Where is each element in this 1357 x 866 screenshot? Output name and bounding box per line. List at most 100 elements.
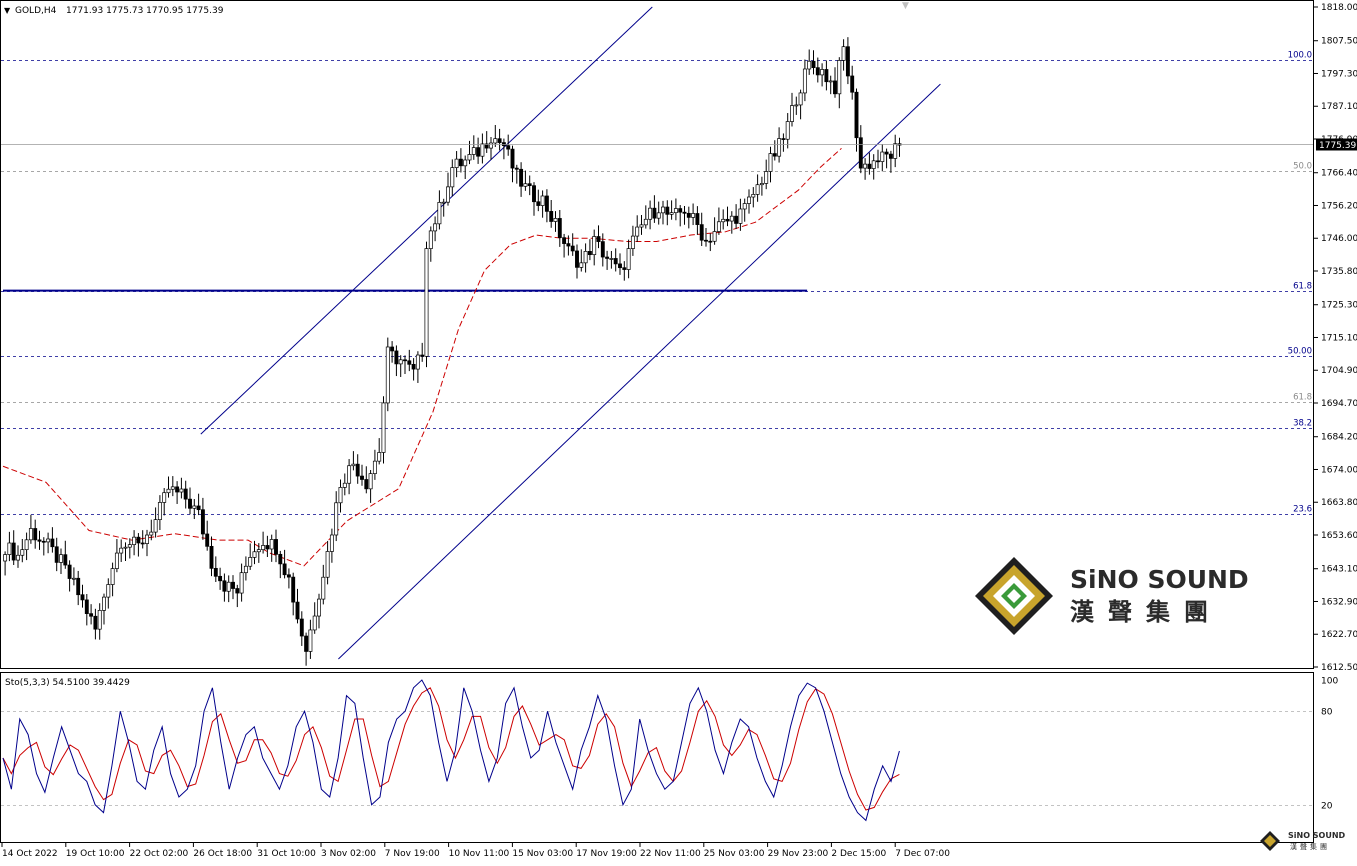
candle-body [377, 452, 382, 462]
price-tick-label: 1632.90 [1321, 597, 1357, 607]
candle-body [192, 505, 197, 509]
candle-body [403, 359, 407, 362]
candle-body [876, 160, 880, 163]
candle-body [596, 236, 601, 242]
candle-body [76, 577, 81, 596]
candle-body [123, 546, 128, 549]
time-tick-label: 26 Oct 18:00 [193, 849, 252, 859]
candle-body [110, 568, 115, 585]
candle-body [579, 262, 584, 268]
main-panel-frame [0, 0, 1314, 669]
candle-body [16, 554, 20, 561]
candlesticks [3, 37, 902, 666]
candle-body [446, 186, 450, 203]
time-tick-label: 10 Nov 11:00 [449, 849, 510, 859]
candle-body [372, 460, 377, 474]
candle-body [704, 239, 708, 242]
candle-body [828, 80, 833, 83]
candle-body [54, 546, 59, 563]
candle-body [102, 596, 106, 611]
candle-body [360, 475, 364, 480]
dropdown-arrow-icon[interactable]: ▼ [4, 6, 11, 15]
candle-body [841, 46, 846, 61]
candle-body [639, 224, 644, 228]
candle-body [231, 581, 235, 589]
time-tick-label: 31 Oct 10:00 [257, 849, 316, 859]
candle-body [20, 549, 25, 556]
current-price-box [1316, 138, 1357, 151]
candle-body [648, 207, 653, 220]
candle-body [136, 536, 141, 544]
stochastic-panel-frame [0, 672, 1314, 843]
candle-body [802, 68, 807, 94]
candle-body [850, 75, 855, 93]
candle-body [716, 221, 721, 232]
trend-channel[interactable] [200, 6, 941, 660]
fib-level-label: 23.6 [1293, 505, 1312, 515]
candle-body [755, 184, 760, 195]
channel-lower-line[interactable] [338, 83, 941, 660]
candle-body [218, 575, 223, 582]
candle-body [46, 538, 51, 543]
time-tick-label: 7 Nov 19:00 [385, 849, 440, 859]
moving-average [2, 147, 842, 567]
current-price-value: 1775.39 [1319, 141, 1356, 151]
candle-body [738, 208, 743, 224]
candle-body [553, 218, 558, 222]
candle-body [837, 60, 842, 95]
candle-body [467, 154, 472, 161]
ma-line [2, 147, 842, 567]
candle-body [785, 121, 790, 140]
scroll-marker-icon[interactable]: ▼ [902, 1, 909, 11]
time-tick-label: 25 Nov 03:00 [704, 849, 765, 859]
candle-body [609, 258, 614, 260]
candle-body [37, 539, 42, 542]
candle-body [790, 105, 794, 122]
price-tick-label: 1818.00 [1321, 3, 1357, 13]
candle-body [820, 69, 825, 76]
candle-body [480, 143, 485, 157]
candle-body [3, 554, 8, 562]
candle-body [635, 226, 640, 237]
candle-body [114, 552, 119, 569]
candle-body [50, 538, 55, 548]
candle-body [269, 539, 274, 550]
candle-body [764, 171, 769, 184]
candle-body [200, 509, 205, 535]
candle-body [751, 194, 756, 198]
candle-body [759, 183, 764, 186]
candle-body [97, 610, 102, 630]
candle-body [734, 215, 739, 224]
fib-level-label: 61.8 [1293, 282, 1312, 292]
candle-body [613, 258, 618, 265]
candle-body [127, 544, 132, 548]
candle-body [364, 479, 369, 490]
candle-body [489, 142, 493, 149]
candle-body [781, 138, 786, 140]
candle-body [179, 488, 184, 493]
candle-body [884, 151, 889, 155]
price-axis: 1818.001807.501797.301787.101776.901766.… [1314, 3, 1357, 673]
candle-body [618, 263, 622, 269]
price-tick-label: 1766.40 [1321, 169, 1357, 179]
candle-body [815, 67, 820, 76]
candle-body [768, 153, 773, 172]
price-tick-label: 1704.90 [1321, 366, 1357, 376]
stochastic-level-label: 80 [1321, 708, 1333, 718]
candle-body [665, 206, 670, 215]
candle-body [519, 168, 524, 187]
price-tick-label: 1684.20 [1321, 433, 1357, 443]
candle-body [721, 218, 726, 223]
candle-body [532, 185, 536, 203]
fib-level-label: 100.0 [1288, 51, 1312, 61]
candle-body [145, 534, 149, 544]
fibonacci-levels: 100.0 50.0 61.8 50.00 61.8 38.2 23.6 [1, 51, 1313, 515]
candle-body [338, 487, 343, 504]
candle-body [583, 251, 588, 264]
candle-body [708, 240, 713, 243]
channel-upper-line[interactable] [200, 6, 653, 435]
candle-body [334, 502, 339, 536]
price-tick-label: 1725.30 [1321, 301, 1357, 311]
